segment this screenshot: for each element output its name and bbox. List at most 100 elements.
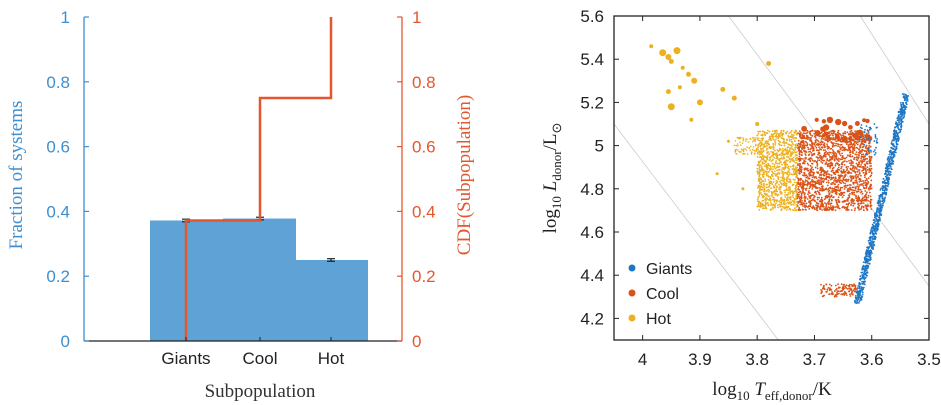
point-cool	[835, 156, 838, 158]
point-cool	[852, 200, 855, 203]
point-cool	[852, 139, 854, 142]
point-cool	[823, 142, 826, 145]
point-cool	[868, 160, 870, 163]
point-hot	[741, 142, 744, 144]
point-cool	[816, 202, 818, 205]
point-cool	[820, 137, 823, 140]
point-cool	[844, 174, 846, 177]
point-hot	[760, 188, 763, 191]
point-cool	[796, 144, 799, 147]
point-cool	[835, 199, 838, 202]
point-cool	[815, 141, 817, 144]
point-giants	[874, 226, 877, 229]
point-cool	[858, 161, 861, 164]
point-cool	[860, 199, 863, 202]
point-cool	[807, 138, 809, 141]
point-cool	[839, 176, 841, 179]
point-hot	[758, 195, 760, 198]
point-cool	[853, 193, 856, 196]
point-hot	[761, 139, 764, 142]
point-cool	[797, 146, 800, 149]
point-cool	[868, 152, 871, 155]
point-cool	[860, 174, 862, 177]
point-hot	[764, 201, 767, 204]
y-tick-label: 4.8	[580, 180, 604, 199]
point-cool	[867, 199, 870, 202]
point-giants	[892, 162, 894, 165]
point-cool	[865, 199, 868, 202]
point-cool	[806, 184, 809, 187]
point-cool	[816, 163, 819, 166]
point-hot	[770, 182, 773, 184]
point-cool	[847, 133, 850, 135]
point-hot	[779, 201, 782, 204]
point-cool	[851, 290, 854, 293]
point-cool	[841, 196, 844, 199]
point-cool	[861, 139, 863, 141]
point-cool	[845, 287, 848, 289]
point-cool	[808, 178, 811, 180]
point-giants	[900, 122, 902, 125]
point-cool	[847, 145, 850, 147]
point-giants	[893, 134, 896, 137]
point-hot	[787, 156, 790, 159]
point-giants	[893, 130, 896, 133]
point-cool	[810, 152, 813, 154]
point-cool	[820, 168, 823, 171]
point-giants	[888, 161, 891, 164]
point-cool	[842, 181, 845, 184]
point-cool	[843, 287, 846, 290]
point-cool	[862, 171, 865, 174]
point-giants	[870, 245, 872, 248]
point-cool	[856, 170, 859, 173]
point-giants	[876, 126, 878, 129]
x-tick-label: 4	[638, 350, 647, 369]
point-cool	[856, 165, 859, 168]
point-hot	[793, 201, 795, 204]
point-cool	[830, 293, 833, 295]
point-cool	[864, 179, 867, 182]
point-giants	[904, 102, 907, 104]
left-y-tick-label: 0.2	[46, 267, 70, 286]
point-cool	[870, 151, 872, 153]
point-hot	[762, 199, 765, 202]
point-giants	[881, 187, 884, 190]
point-cool	[851, 193, 854, 196]
point-cool	[843, 149, 846, 152]
point-cool	[857, 157, 860, 160]
point-giants	[895, 145, 898, 148]
point-cool	[854, 179, 857, 182]
point-cool	[814, 129, 821, 136]
point-cool	[799, 145, 802, 148]
point-cool	[805, 132, 807, 135]
point-cool	[809, 157, 812, 160]
point-cool	[850, 191, 853, 194]
point-cool	[812, 181, 815, 183]
point-hot	[763, 187, 766, 190]
point-hot	[760, 150, 763, 153]
point-cool	[816, 198, 819, 201]
point-hot	[787, 205, 790, 208]
point-hot	[791, 151, 793, 153]
point-giants	[886, 174, 889, 176]
point-hot	[790, 138, 793, 141]
point-hot	[727, 139, 730, 143]
point-cool	[821, 119, 827, 124]
point-cool	[805, 176, 808, 179]
point-cool	[816, 139, 819, 142]
point-hot	[795, 133, 798, 135]
right-y-axis-title: CDF(Subpopulation)	[454, 95, 475, 255]
point-cool	[798, 208, 801, 211]
point-cool	[807, 193, 809, 196]
point-hot	[788, 178, 791, 181]
point-cool	[846, 190, 849, 193]
point-hot	[756, 171, 759, 173]
point-hot	[764, 192, 767, 195]
point-giants	[884, 172, 887, 175]
point-cool	[808, 171, 811, 174]
point-giants	[859, 136, 862, 139]
point-cool	[820, 131, 823, 134]
point-cool	[861, 159, 864, 162]
point-hot	[795, 162, 798, 164]
